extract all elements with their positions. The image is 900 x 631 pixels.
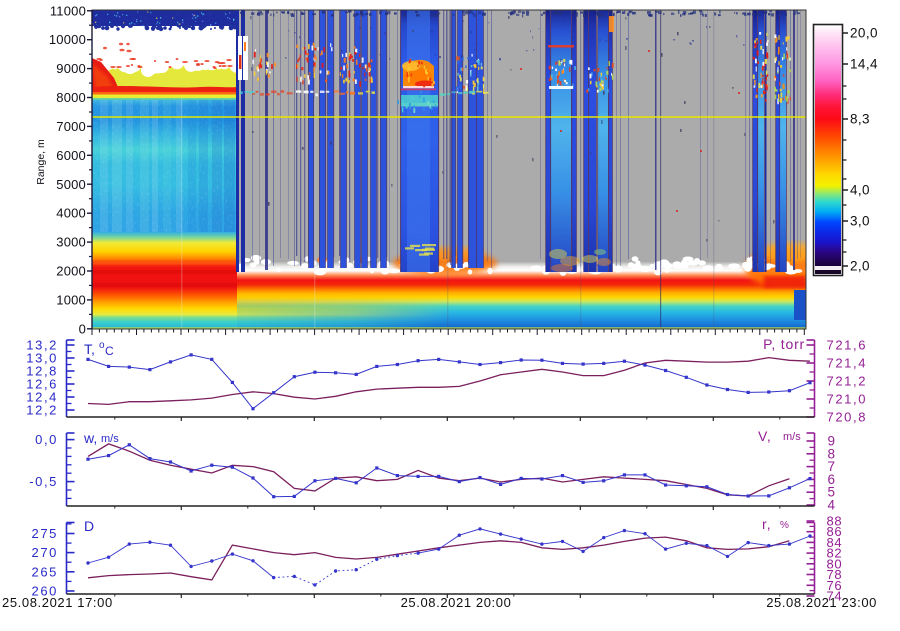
svg-text:6000: 6000 <box>56 148 86 163</box>
svg-text:9000: 9000 <box>56 61 86 76</box>
svg-text:265: 265 <box>32 564 59 579</box>
svg-text:12,2: 12,2 <box>26 403 58 418</box>
svg-text:13,0: 13,0 <box>26 351 58 366</box>
svg-text:260: 260 <box>32 584 59 599</box>
svg-text:14,4: 14,4 <box>850 57 878 72</box>
svg-text:D: D <box>84 518 94 534</box>
svg-text:721,4: 721,4 <box>827 356 868 371</box>
svg-text:8,3: 8,3 <box>850 112 870 127</box>
svg-text:Range, m: Range, m <box>35 139 47 185</box>
svg-text:12,6: 12,6 <box>26 377 58 392</box>
svg-text:4000: 4000 <box>56 206 86 221</box>
svg-text:6: 6 <box>828 472 836 487</box>
svg-text:5000: 5000 <box>56 177 86 192</box>
svg-text:84: 84 <box>827 535 843 550</box>
svg-text:%: % <box>780 520 789 531</box>
svg-text:w,: w, <box>83 430 97 446</box>
svg-text:3000: 3000 <box>56 235 86 250</box>
svg-text:0,0: 0,0 <box>35 432 58 447</box>
svg-text:76: 76 <box>827 578 843 593</box>
svg-text:270: 270 <box>32 545 59 560</box>
svg-text:721,2: 721,2 <box>827 374 868 389</box>
svg-text:o: o <box>99 340 105 351</box>
svg-text:4,0: 4,0 <box>850 183 870 198</box>
svg-text:25.08.2021 23:00: 25.08.2021 23:00 <box>766 595 877 610</box>
svg-text:T,: T, <box>84 341 95 357</box>
svg-text:2,0: 2,0 <box>850 259 870 274</box>
svg-text:8000: 8000 <box>56 90 86 105</box>
svg-text:10000: 10000 <box>49 32 86 47</box>
svg-text:3,0: 3,0 <box>850 214 870 229</box>
svg-text:4: 4 <box>828 498 836 513</box>
svg-text:25.08.2021 20:00: 25.08.2021 20:00 <box>401 595 512 610</box>
svg-text:1000: 1000 <box>56 292 86 307</box>
svg-text:78: 78 <box>827 567 843 582</box>
svg-text:25.08.2021 17:00: 25.08.2021 17:00 <box>2 595 113 610</box>
svg-text:720,8: 720,8 <box>827 410 868 425</box>
svg-text:-0,5: -0,5 <box>29 474 58 489</box>
svg-text:5: 5 <box>828 485 836 500</box>
svg-text:88: 88 <box>827 514 843 529</box>
svg-text:20,0: 20,0 <box>850 26 878 41</box>
svg-text:2000: 2000 <box>56 264 86 279</box>
svg-text:r,: r, <box>762 516 771 532</box>
svg-text:P, torr: P, torr <box>763 336 805 352</box>
svg-text:74: 74 <box>827 589 843 604</box>
svg-text:13,2: 13,2 <box>26 338 58 353</box>
svg-text:275: 275 <box>32 526 59 541</box>
svg-text:86: 86 <box>827 524 843 539</box>
svg-text:8: 8 <box>828 446 836 461</box>
svg-text:82: 82 <box>827 546 843 561</box>
svg-text:m/s: m/s <box>783 431 801 443</box>
svg-text:C: C <box>105 344 114 358</box>
svg-text:721,6: 721,6 <box>827 338 868 353</box>
svg-text:11000: 11000 <box>50 3 86 18</box>
svg-text:721,0: 721,0 <box>827 392 868 407</box>
svg-text:7000: 7000 <box>56 119 86 134</box>
svg-text:V,: V, <box>758 428 772 444</box>
svg-text:7: 7 <box>828 459 836 474</box>
svg-text:m/s: m/s <box>101 433 119 445</box>
svg-text:9: 9 <box>828 434 836 449</box>
svg-text:0: 0 <box>79 321 86 336</box>
svg-text:80: 80 <box>827 556 843 571</box>
svg-text:12,4: 12,4 <box>26 390 58 405</box>
svg-text:12,8: 12,8 <box>26 364 58 379</box>
